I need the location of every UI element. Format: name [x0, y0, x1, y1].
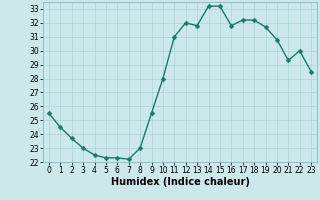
- X-axis label: Humidex (Indice chaleur): Humidex (Indice chaleur): [111, 177, 249, 187]
